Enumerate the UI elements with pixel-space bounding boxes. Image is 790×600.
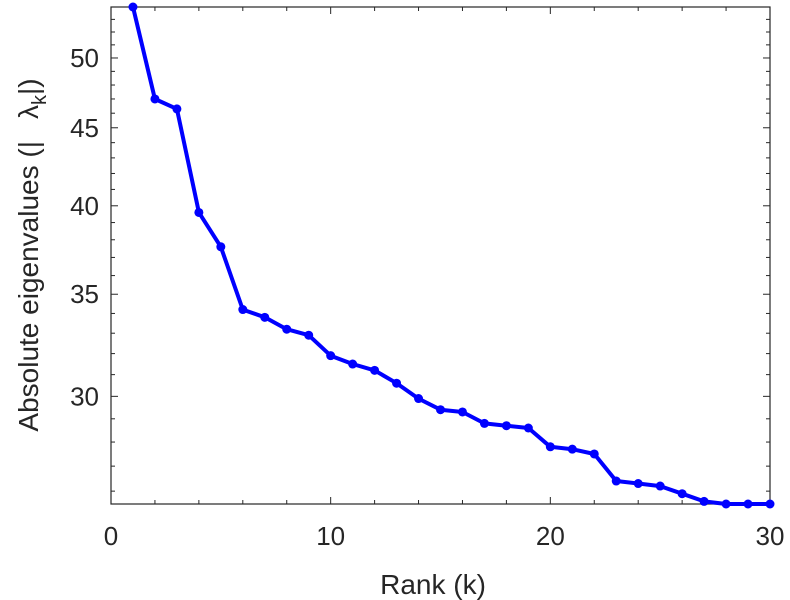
data-point [743,499,753,509]
data-point [655,481,665,491]
y-tick-label: 40 [70,191,99,221]
y-axis-label: Absolute eigenvalues (| λk|) [13,78,51,431]
data-point [326,351,336,361]
data-point [721,499,731,509]
tick-labels: 0 10 20 30 30 35 40 45 50 [70,43,784,551]
y-tick-label: 50 [70,43,99,73]
data-point [501,421,511,431]
y-tick-label: 30 [70,381,99,411]
axis-ticks [110,6,771,504]
data-point [216,242,226,252]
data-point [282,324,292,334]
x-tick-label: 30 [756,521,785,551]
x-tick-label: 0 [104,521,118,551]
data-point [370,365,380,375]
x-axis-label: Rank (k) [380,569,486,600]
y-axis-label-subscript: k [29,94,51,105]
data-point [765,499,775,509]
data-point [545,442,555,452]
data-point [479,418,489,428]
data-point [589,449,599,459]
data-point [392,378,402,388]
y-axis-label-symbol: λ [13,105,44,119]
data-point [150,94,160,104]
x-tick-label: 10 [316,521,345,551]
data-point [677,489,687,499]
plot-area [110,6,771,505]
data-point [523,423,533,433]
data-point [699,496,709,506]
y-tick-label: 45 [70,113,99,143]
data-point [348,359,358,369]
y-axis-label-suffix: |) [13,78,44,95]
data-point [172,104,182,114]
x-tick-label: 20 [536,521,565,551]
data-point [436,405,445,415]
y-tick-label: 35 [70,279,99,309]
data-point [567,444,577,454]
data-point [238,305,248,315]
data-point [457,407,467,417]
data-point [611,476,621,486]
data-point [304,330,314,340]
data-point [194,207,204,217]
series-group [128,2,775,509]
data-point [414,394,424,404]
data-point [633,479,643,489]
data-point [128,2,138,12]
data-point [260,312,270,322]
y-axis-label-prefix: Absolute eigenvalues (| [13,141,44,432]
